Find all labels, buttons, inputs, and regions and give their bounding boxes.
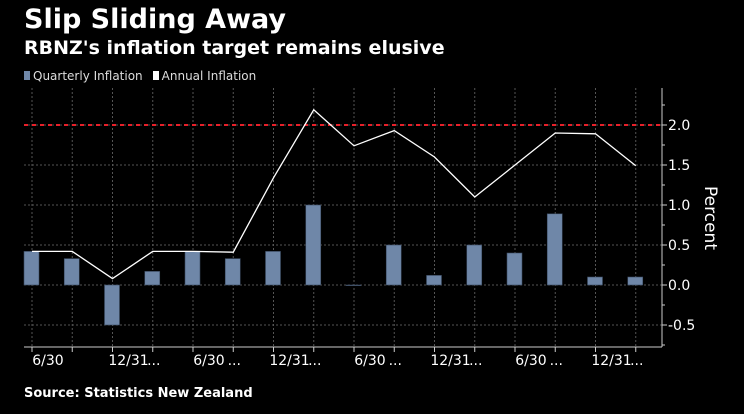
- x-tick-label: ...: [550, 353, 563, 369]
- bar-quarterly: [265, 251, 281, 286]
- x-tick-label: 6/30: [32, 353, 63, 369]
- x-tick-label: ...: [147, 353, 160, 369]
- x-tick-label: ...: [630, 353, 643, 369]
- source-note: Source: Statistics New Zealand: [24, 386, 253, 401]
- x-tick-label: 12/31: [269, 353, 309, 369]
- line-annual: [32, 108, 637, 280]
- legend-label: Quarterly Inflation: [33, 69, 143, 83]
- y-tick-label: 0.5: [668, 238, 690, 254]
- x-tick-label: 12/31: [430, 353, 470, 369]
- bar-quarterly: [385, 244, 402, 286]
- x-tick-label: ...: [469, 353, 482, 369]
- bar-quarterly: [104, 284, 120, 326]
- legend-swatch-bar: [24, 71, 30, 80]
- bar-quarterly: [587, 276, 603, 286]
- bar-quarterly: [224, 258, 241, 286]
- legend-item-annual: Annual Inflation: [152, 69, 257, 83]
- x-tick-label: 12/31: [108, 353, 148, 369]
- bar-quarterly: [184, 251, 201, 286]
- y-tick-label: 1.0: [668, 198, 690, 214]
- y-axis-label: Percent: [700, 186, 720, 250]
- bar-quarterly: [627, 276, 644, 286]
- y-tick-label: 0.0: [668, 278, 690, 294]
- x-tick-label: ...: [389, 353, 402, 369]
- y-tick-label: 2.0: [668, 118, 690, 134]
- legend-swatch-line: [152, 71, 159, 80]
- y-tick-label: -0.5: [668, 318, 695, 334]
- x-tick-label: 12/31: [591, 353, 631, 369]
- x-tick-label: ...: [308, 353, 321, 369]
- bar-quarterly: [426, 275, 442, 286]
- bar-quarterly: [546, 213, 563, 286]
- bar-quarterly: [144, 271, 161, 286]
- bar-quarterly: [506, 252, 523, 286]
- bar-quarterly: [466, 244, 483, 286]
- legend-item-quarterly: Quarterly Inflation: [24, 69, 143, 83]
- y-tick-label: 1.5: [668, 158, 690, 174]
- chart-title: Slip Sliding Away: [24, 4, 286, 35]
- bar-quarterly: [305, 204, 322, 286]
- x-tick-label: 6/30: [354, 353, 385, 369]
- bar-quarterly: [23, 251, 40, 286]
- x-tick-label: ...: [228, 353, 241, 369]
- legend: Quarterly Inflation Annual Inflation: [24, 69, 256, 83]
- legend-label: Annual Inflation: [161, 69, 257, 83]
- x-tick-label: 6/30: [515, 353, 546, 369]
- chart-subtitle: RBNZ's inflation target remains elusive: [24, 37, 445, 59]
- bar-quarterly: [63, 258, 80, 286]
- x-tick-label: 6/30: [193, 353, 224, 369]
- bar-quarterly: [345, 284, 362, 286]
